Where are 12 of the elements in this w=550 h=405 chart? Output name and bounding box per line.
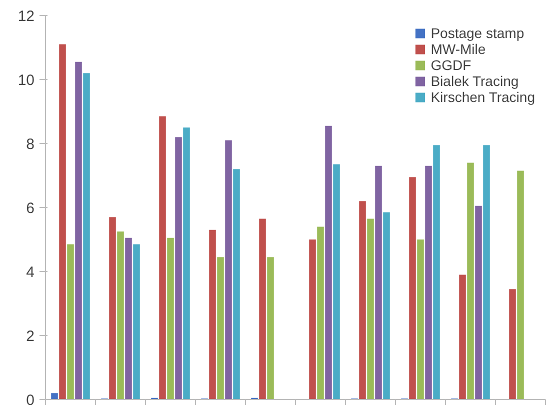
y-tick-label: 0 xyxy=(26,392,34,405)
legend-label: Bialek Tracing xyxy=(430,73,519,89)
legend-label: MW-Mile xyxy=(430,41,486,57)
y-tick-label: 8 xyxy=(26,136,34,153)
y-tick-label: 12 xyxy=(18,8,35,25)
y-tick-label: 6 xyxy=(26,200,34,217)
legend-label: GGDF xyxy=(430,57,472,73)
y-tick-label: 10 xyxy=(18,72,35,89)
legend-label: Postage stamp xyxy=(430,25,524,41)
y-tick-label: 4 xyxy=(26,264,34,281)
legend-label: Kirschen Tracing xyxy=(430,89,535,105)
y-tick-label: 2 xyxy=(26,328,34,345)
